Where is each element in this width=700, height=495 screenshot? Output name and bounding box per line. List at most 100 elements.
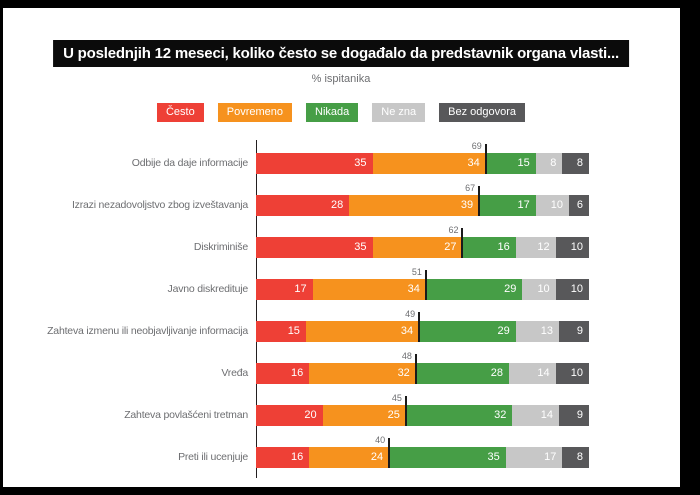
segment-value: 8 [576,451,583,463]
segment-value: 12 [537,241,550,253]
stacked-bar: 28 39 17 10 6 [256,194,589,216]
bar-segment-povremeno: 34 [305,320,420,342]
segment-value: 17 [294,283,307,295]
cumulative-total-label: 45 [391,393,402,403]
bar-segment-povremeno: 24 [309,446,390,468]
bar-segment--esto: 35 [256,236,373,258]
cumulative-tick [484,144,487,174]
segment-value: 34 [407,283,420,295]
category-label: Vređa [221,367,248,379]
cumulative-tick [404,396,407,426]
frame-right-band [680,0,700,495]
category-label: Odbije da daje informacije [131,157,248,169]
bar-segment--esto: 17 [256,278,313,300]
segment-value: 20 [304,409,317,421]
segment-value: 6 [576,199,583,211]
bar-segment-nikada: 32 [405,404,513,426]
segment-value: 17 [517,199,530,211]
bar-segment--esto: 16 [256,446,310,468]
legend-item-povremeno: Povremeno [217,103,293,122]
bar-segment-nikada: 35 [389,446,506,468]
bar-segment-bez-odgovora: 8 [562,446,589,468]
bar-segment-ne-zna: 17 [505,446,563,468]
bar-segment-bez-odgovora: 9 [559,320,589,342]
stacked-bar: 16 24 35 17 8 [256,446,589,468]
cumulative-tick [424,270,427,300]
category-label: Diskriminiše [193,241,248,253]
bar-segment-bez-odgovora: 10 [555,278,589,300]
bar-row: Diskriminiše 35 27 16 12 10 62 [3,225,680,268]
segment-value: 39 [460,199,474,211]
bar-segment-povremeno: 25 [322,404,406,426]
segment-value: 35 [354,157,367,169]
bar-area: 28 39 17 10 6 67 [256,183,680,226]
bar-segment-ne-zna: 14 [509,362,556,384]
bar-segment-povremeno: 27 [372,236,463,258]
chart-subtitle: % ispitanika [311,73,371,85]
segment-value: 8 [550,157,557,169]
segment-value: 16 [291,367,304,379]
bar-area: 20 25 32 14 9 45 [256,393,680,436]
segment-value: 35 [354,241,367,253]
cumulative-total-label: 67 [465,183,476,193]
cumulative-tick [388,438,391,468]
bar-segment-ne-zna: 10 [522,278,556,300]
bar-segment-bez-odgovora: 8 [562,152,589,174]
bar-segment-ne-zna: 8 [535,152,563,174]
stacked-bar: 17 34 29 10 10 [256,278,589,300]
bar-row: Vređa 16 32 28 14 10 48 [3,351,680,394]
segment-value: 15 [517,157,530,169]
segment-value: 29 [504,283,517,295]
bar-segment-nikada: 29 [419,320,516,342]
stacked-bar-chart: Odbije da daje informacije 35 34 15 8 8 6 9 Izra… [3,140,680,478]
cumulative-tick [461,228,464,258]
bar-row: Zahteva izmenu ili neobjavljivanje infor… [3,309,680,352]
segment-value: 15 [287,325,300,337]
segment-value: 29 [497,325,510,337]
segment-value: 25 [387,409,400,421]
segment-value: 14 [540,409,553,421]
segment-value: 10 [550,199,563,211]
bar-row: Izrazi nezadovoljstvo zbog izveštavanja 2… [3,183,680,226]
stacked-bar: 35 27 16 12 10 [256,236,589,258]
legend-item-ne-zna: Ne zna [372,103,426,122]
bar-segment-ne-zna: 12 [515,236,556,258]
bar-area: 35 34 15 8 8 69 [256,141,680,184]
stacked-bar: 20 25 32 14 9 [256,404,589,426]
cumulative-total-label: 62 [448,225,459,235]
bar-segment-nikada: 17 [479,194,536,216]
bar-area: 17 34 29 10 10 51 [256,267,680,310]
segment-value: 35 [487,451,500,463]
bar-segment--esto: 15 [256,320,306,342]
bar-segment--esto: 20 [256,404,323,426]
bar-segment-nikada: 29 [425,278,523,300]
y-axis-line [256,140,257,478]
cumulative-total-label: 51 [411,267,422,277]
frame-bottom-bar [0,487,700,495]
legend-item-nikada: Nikada [306,103,359,122]
bar-segment--esto: 35 [256,152,373,174]
segment-value: 8 [576,157,583,169]
segment-value: 14 [537,367,550,379]
bar-segment-ne-zna: 13 [515,320,559,342]
segment-value: 16 [497,241,510,253]
bar-segment--esto: 16 [256,362,310,384]
frame-left-strip [0,0,3,495]
category-label: Javno diskredituje [167,283,249,295]
bar-segment-bez-odgovora: 9 [559,404,589,426]
bar-segment-nikada: 28 [415,362,510,384]
segment-value: 32 [397,367,410,379]
bar-row: Odbije da daje informacije 35 34 15 8 8 69 [3,141,680,184]
bar-segment-bez-odgovora: 10 [555,236,589,258]
segment-value: 28 [330,199,344,211]
chart-title: U poslednjih 12 meseci, koliko često se … [53,40,629,67]
segment-value: 34 [467,157,480,169]
bar-area: 16 32 28 14 10 48 [256,351,680,394]
frame-top-bar [0,0,700,8]
segment-value: 27 [444,241,457,253]
bar-area: 16 24 35 17 8 40 [256,435,680,478]
legend: Često Povremeno Nikada Ne zna Bez odgovora [156,103,526,122]
bar-segment-ne-zna: 10 [535,194,569,216]
segment-value: 32 [494,409,507,421]
